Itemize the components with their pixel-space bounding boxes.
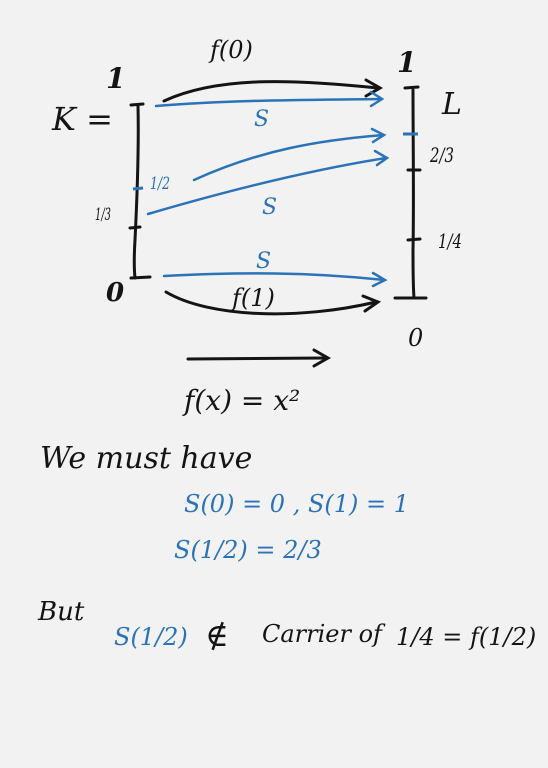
f1-arrow — [164, 290, 382, 316]
not-in-symbol: ∉ — [205, 616, 229, 654]
note-half-condition: S(1/2) = 2/3 — [174, 536, 322, 564]
function-arrow — [186, 348, 332, 368]
left-bottom-label: 0 — [106, 278, 124, 308]
note-s-half: S(1/2) — [114, 623, 188, 651]
s-label-bottom: S — [256, 249, 271, 274]
s-label-top: S — [254, 107, 269, 132]
f0-label: f(0) — [208, 36, 253, 64]
left-half-label: 1/2 — [150, 174, 170, 194]
function-definition: f(x) = x² — [182, 384, 300, 417]
domain-label: K = — [51, 100, 113, 138]
left-interval — [128, 102, 152, 280]
right-quarter-label: 1/4 — [438, 229, 462, 253]
f0-arrow — [162, 78, 384, 103]
right-top-label: 1 — [397, 46, 416, 79]
right-two-thirds-label: 2/3 — [429, 143, 454, 167]
note-but: But — [37, 597, 85, 627]
left-half-tick — [132, 186, 144, 191]
right-interval — [393, 85, 428, 300]
note-quarter-equals: 1/4 = f(1/2) — [396, 623, 536, 651]
note-carrier-of: Carrier of — [262, 620, 386, 648]
left-top-label: 1 — [106, 62, 125, 95]
f1-label: f(1) — [230, 284, 275, 312]
left-third-text: 1/3 — [95, 205, 111, 225]
s-label-mid: S — [262, 195, 277, 220]
codomain-label: L — [441, 87, 462, 122]
s-arrows — [146, 90, 390, 288]
note-we-must-have: We must have — [40, 441, 252, 476]
note-boundary-conditions: S(0) = 0 , S(1) = 1 — [184, 490, 409, 518]
left-third-label: 1/3 — [95, 205, 111, 225]
right-bottom-label: 0 — [408, 324, 423, 352]
